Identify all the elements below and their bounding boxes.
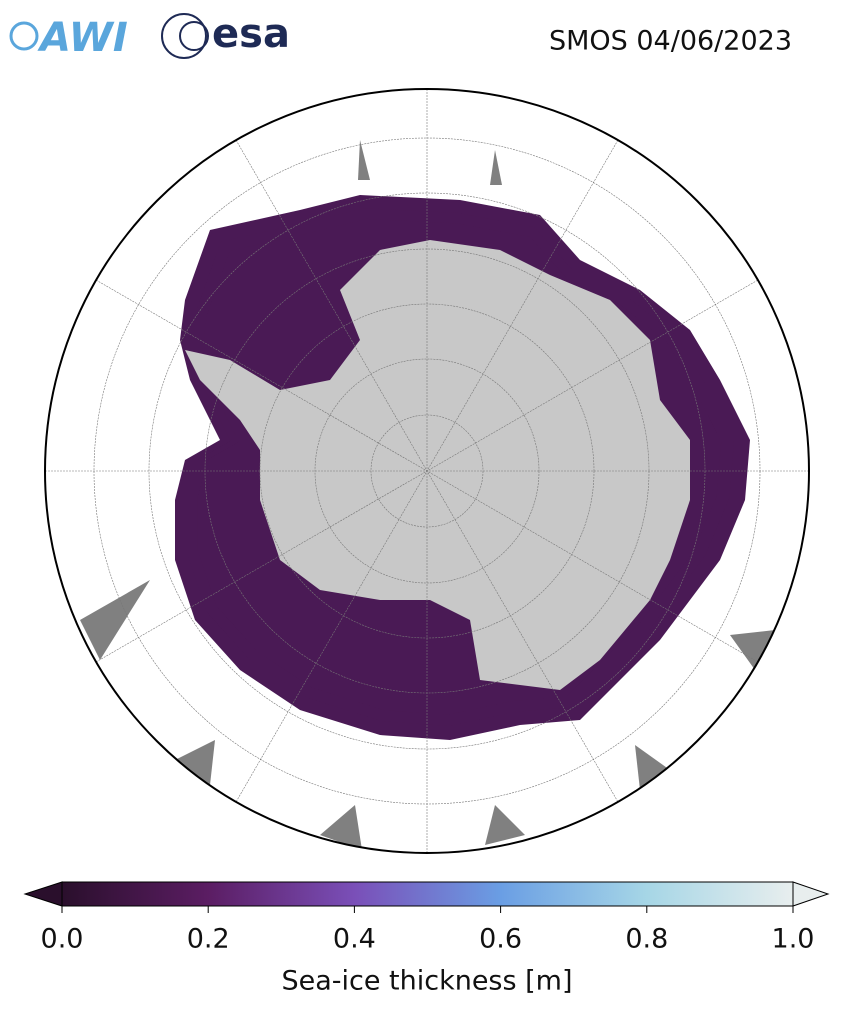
graticule [45,89,809,853]
map [45,89,809,853]
logo-esa: esa [161,11,290,59]
logo-text: AWI [37,15,128,61]
map-boundary [44,88,810,854]
colorbar-tick-label: 0.4 [333,924,376,955]
colorbar-label: Sea-ice thickness [m] [281,966,572,997]
colorbar-tick-label: 0.0 [41,924,84,955]
colorbar-tick-label: 1.0 [772,924,815,955]
logo-text: esa [212,11,290,57]
colorbar-tick-label: 0.2 [187,924,230,955]
colorbar-tick-label: 0.6 [479,924,522,955]
colorbar: 0.0 0.2 0.4 0.6 0.8 1.0 [23,881,830,955]
colorbar-extend-low [23,881,63,907]
map-title: SMOS 04/06/2023 [549,26,792,57]
colorbar-extend-high [792,881,830,907]
colorbar-tick-label: 0.8 [625,924,668,955]
colorbar-gradient [61,881,794,907]
logo-awi: AWI [9,15,128,61]
icebergs [80,140,775,850]
